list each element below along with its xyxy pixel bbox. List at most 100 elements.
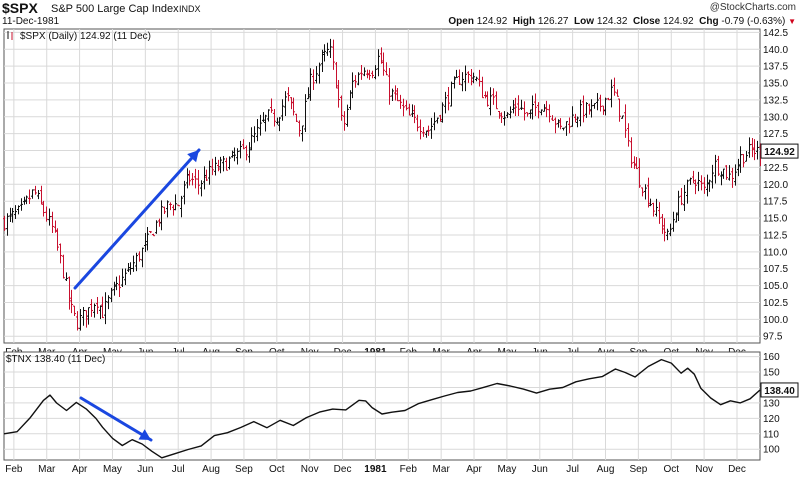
price-bar [186, 168, 189, 189]
price-bar [59, 243, 62, 264]
price-bar [135, 252, 138, 272]
price-bar [115, 276, 118, 291]
price-bar [295, 113, 298, 123]
price-bar [281, 99, 284, 121]
price-bar [739, 146, 742, 173]
price-bar [590, 99, 593, 118]
price-bar [596, 93, 599, 111]
price-bar [602, 105, 605, 115]
price-bar [48, 208, 51, 226]
price-bar [203, 166, 206, 190]
high-label: High [512, 16, 536, 27]
price-bar [714, 154, 717, 184]
price-bar [666, 228, 669, 241]
price-bar [259, 114, 262, 136]
price-bar [321, 49, 324, 72]
price-bar [158, 218, 161, 227]
price-bar [512, 100, 515, 114]
x-tick-label: Aug [202, 464, 220, 475]
x-tick-label: Dec [728, 464, 746, 475]
price-bar [753, 139, 756, 161]
x-tick-label: Jun [137, 464, 153, 475]
price-bar [163, 206, 166, 214]
price-bar [273, 108, 276, 127]
price-bar [725, 165, 728, 180]
price-bar [233, 147, 236, 162]
price-bar [461, 72, 464, 92]
price-bar [70, 289, 73, 314]
price-bar [537, 102, 540, 119]
price-bar [604, 97, 607, 116]
price-bar [301, 125, 304, 142]
price-bar [627, 123, 630, 147]
price-bar [351, 72, 354, 99]
price-bar [692, 170, 695, 184]
price-bar [25, 195, 28, 205]
price-bar [6, 213, 9, 236]
price-bar [436, 117, 439, 124]
price-bar [174, 194, 177, 211]
price-bar [731, 167, 734, 188]
price-bar [315, 66, 318, 84]
price-bar [129, 262, 132, 275]
price-bar [276, 117, 279, 125]
price-bar [433, 112, 436, 131]
price-bar [478, 69, 481, 87]
price-bar [734, 164, 737, 186]
price-bar [703, 177, 706, 194]
price-bar [411, 104, 414, 118]
price-bar [270, 98, 273, 113]
price-bar [360, 64, 363, 80]
price-bar [284, 91, 287, 117]
price-bar [68, 276, 71, 310]
price-bar [565, 121, 568, 136]
price-bar [618, 98, 621, 122]
price-bar [624, 104, 627, 138]
price-bar [248, 142, 251, 163]
ohlc-legend-icon [7, 31, 13, 40]
price-bar [430, 117, 433, 139]
x-tick-label: May [497, 464, 516, 475]
price-bar [127, 262, 130, 273]
price-bar [607, 97, 610, 101]
price-bar [208, 160, 211, 185]
price-bar [287, 87, 290, 102]
price-bar [51, 211, 54, 233]
price-bar [245, 145, 248, 161]
price-bar [335, 62, 338, 89]
price-bar [683, 185, 686, 211]
price-bar [166, 200, 169, 218]
price-bar [470, 68, 473, 86]
y-tick-label: 140.0 [763, 45, 788, 56]
price-bar [652, 202, 655, 217]
x-tick-label: May [103, 464, 122, 475]
price-bar [638, 158, 641, 188]
y-tick-label: 142.5 [763, 28, 788, 39]
price-bar [28, 189, 31, 205]
price-bar [649, 198, 652, 207]
x-tick-label: Oct [663, 464, 679, 475]
price-bar [419, 119, 422, 140]
stockcharts-logo[interactable]: @StockCharts.com [709, 2, 796, 13]
price-bar [720, 171, 723, 186]
y-tick-label: 130 [763, 398, 780, 409]
price-bar [152, 233, 155, 237]
price-bar [492, 88, 495, 105]
price-bar [354, 75, 357, 88]
price-bar [391, 88, 394, 102]
price-bar [292, 97, 295, 116]
price-bar [697, 171, 700, 192]
price-bar [548, 104, 551, 123]
x-tick-label: Feb [400, 464, 418, 475]
price-bar [722, 168, 725, 179]
price-bar [453, 76, 456, 89]
close-label: Close [632, 16, 661, 27]
price-bar [405, 100, 408, 111]
price-bar [34, 185, 37, 195]
price-bar [689, 177, 692, 185]
price-bar [475, 76, 478, 82]
price-bar [579, 99, 582, 127]
price-bar [509, 106, 512, 119]
x-tick-label: 1981 [364, 464, 387, 475]
x-tick-label: Nov [301, 464, 319, 475]
